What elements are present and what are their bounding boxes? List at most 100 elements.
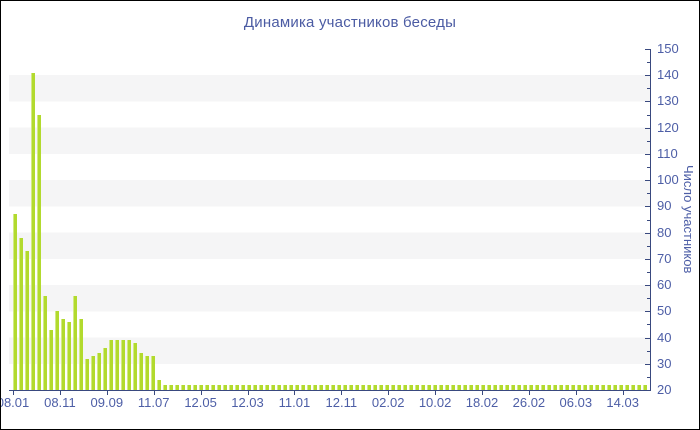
bar	[643, 384, 647, 390]
bar	[259, 384, 263, 390]
bar	[55, 311, 59, 390]
bar	[121, 340, 125, 390]
bar	[457, 384, 461, 390]
x-axis-tick-label: 12.03	[231, 395, 264, 410]
bar	[223, 384, 227, 390]
bar	[133, 342, 137, 390]
bar	[229, 384, 233, 390]
bar	[175, 384, 179, 390]
y-axis-tick-label: 120	[657, 119, 679, 135]
bar	[631, 384, 635, 390]
y-axis-major-tick	[645, 75, 650, 77]
bar	[427, 384, 431, 390]
bar	[91, 355, 95, 390]
bar	[271, 384, 275, 390]
x-axis-tick	[13, 391, 14, 395]
y-axis-major-tick	[645, 311, 650, 313]
bar	[97, 353, 101, 390]
bar	[337, 384, 341, 390]
bar	[181, 384, 185, 390]
y-axis-major-tick	[645, 49, 650, 50]
y-axis-major-tick	[645, 180, 650, 182]
y-axis-tick-label: 20	[657, 382, 672, 397]
bar	[559, 384, 563, 390]
bar	[451, 384, 455, 390]
y-axis-tick-label: 50	[657, 303, 672, 319]
x-axis-tick	[247, 391, 249, 395]
y-axis-minor-tick	[647, 350, 650, 352]
x-axis-tick-label: 06.03	[559, 395, 593, 410]
bar	[391, 384, 395, 390]
bar	[421, 384, 425, 390]
y-axis-minor-tick	[647, 114, 650, 116]
bar	[589, 384, 593, 390]
bar	[283, 384, 287, 390]
bar	[301, 384, 305, 390]
bar	[571, 384, 575, 390]
y-axis-tick-label: 70	[657, 250, 672, 266]
y-axis-minor-tick	[647, 298, 650, 300]
bar	[613, 384, 617, 390]
bar	[277, 384, 281, 390]
bar	[79, 319, 83, 390]
bar	[505, 384, 509, 390]
bar	[607, 384, 611, 390]
bars-container	[9, 49, 650, 390]
bar	[265, 384, 269, 390]
bar	[127, 340, 131, 390]
bar	[61, 319, 65, 390]
bar	[325, 384, 329, 390]
bar	[397, 384, 401, 390]
y-axis-minor-tick	[647, 271, 650, 273]
x-axis-tick-label: 11.07	[137, 395, 170, 410]
x-axis-tick	[622, 391, 624, 395]
bar	[193, 384, 197, 390]
y-axis-major-tick	[645, 363, 650, 365]
bar	[403, 384, 407, 390]
bar	[37, 114, 41, 390]
bar	[157, 379, 161, 390]
bar	[475, 384, 479, 390]
x-axis-tick	[575, 391, 577, 395]
y-axis-tick-label: 40	[657, 329, 672, 345]
x-axis-tick	[200, 391, 202, 395]
bar	[595, 384, 599, 390]
x-axis-tick-label: 08.11	[44, 395, 76, 410]
bar	[367, 384, 371, 390]
x-axis-tick	[294, 391, 296, 395]
bar	[499, 384, 503, 390]
bar	[139, 353, 143, 390]
y-axis-major-tick	[645, 337, 650, 339]
bar	[109, 340, 113, 390]
bar	[241, 384, 245, 390]
bar	[217, 384, 221, 390]
bar	[67, 321, 71, 390]
x-axis-tick	[435, 391, 437, 395]
x-axis-tick	[482, 391, 483, 395]
plot-area	[9, 49, 650, 390]
bar	[115, 340, 119, 390]
bar	[349, 384, 353, 390]
x-axis-tick-label: 26.02	[512, 395, 546, 410]
bar	[307, 384, 311, 390]
bar	[247, 384, 251, 390]
bar	[433, 384, 437, 390]
y-axis-major-tick	[645, 101, 650, 103]
bar	[211, 384, 215, 390]
y-axis-minor-tick	[647, 324, 650, 326]
bar	[361, 384, 365, 390]
bar	[535, 384, 539, 390]
y-axis-major-tick	[645, 127, 650, 129]
bar	[439, 384, 443, 390]
bar	[187, 384, 191, 390]
x-axis-tick	[153, 391, 155, 395]
y-axis-minor-tick	[647, 376, 650, 378]
bar	[493, 384, 497, 390]
x-axis-tick-label: 12.11	[325, 395, 358, 410]
y-axis-tick-label: 130	[657, 93, 679, 109]
bar	[541, 384, 545, 390]
y-axis-line	[650, 49, 651, 391]
bar	[415, 384, 419, 390]
bar	[487, 384, 491, 390]
bar	[547, 384, 551, 390]
